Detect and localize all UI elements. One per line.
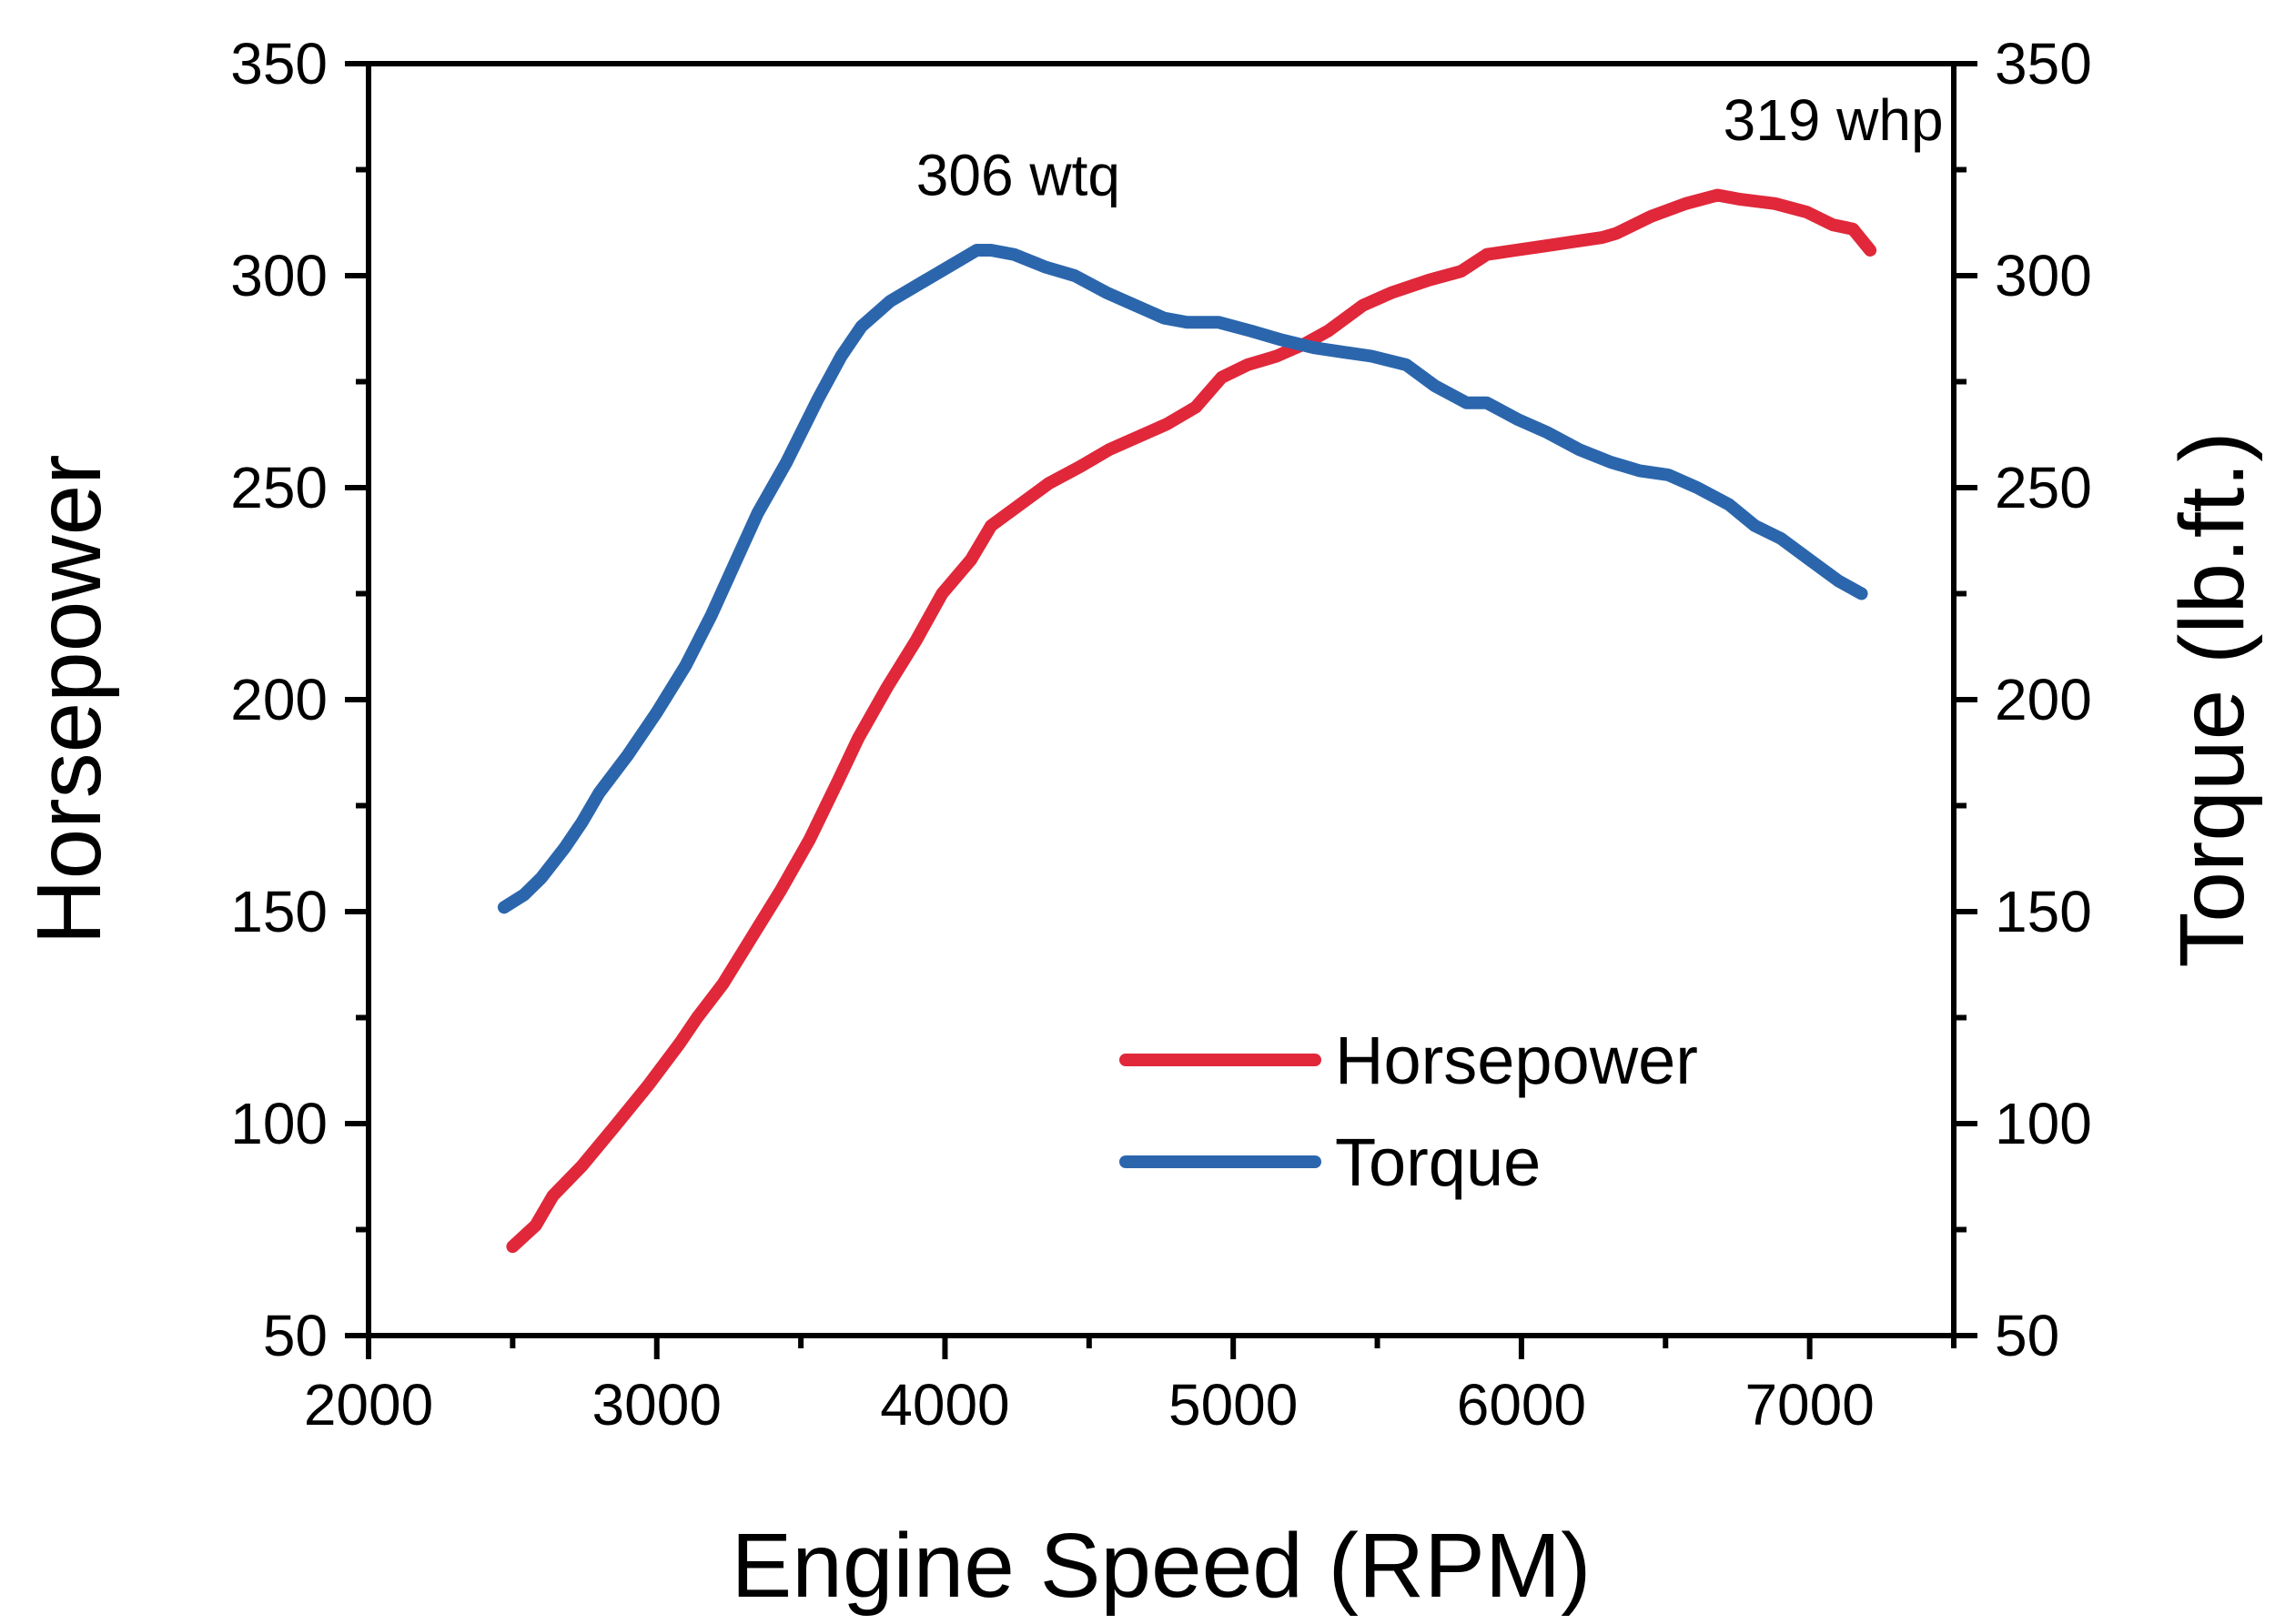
legend-label: Torque [1335, 1125, 1541, 1200]
left-y-tick-label: 100 [230, 1091, 328, 1156]
annotations: 306 wtq 319 whp [916, 87, 1944, 208]
left-y-tick-label: 350 [230, 31, 328, 96]
right-y-tick-label: 300 [1995, 243, 2092, 308]
left-y-axis-ticks: 50 100 150 200 250 300 350 [230, 31, 369, 1368]
right-y-tick-label: 50 [1995, 1303, 2059, 1368]
right-y-tick-label: 350 [1995, 31, 2092, 96]
annotation-label: 319 whp [1724, 87, 1944, 153]
right-y-tick-label: 100 [1995, 1091, 2092, 1156]
x-tick-label: 4000 [880, 1372, 1009, 1437]
x-axis-title: Engine Speed (RPM) [732, 1515, 1592, 1617]
left-y-axis-title: Horsepower [18, 454, 120, 944]
right-y-tick-label: 150 [1995, 879, 2092, 944]
plot-frame [366, 61, 1956, 1338]
x-tick-label: 2000 [304, 1372, 433, 1437]
right-y-tick-label: 200 [1995, 667, 2092, 732]
right-y-tick-label: 250 [1995, 455, 2092, 520]
x-axis-ticks: 2000 3000 4000 5000 6000 7000 [304, 1336, 1956, 1437]
right-y-axis-title: Torque (lb.ft.) [2161, 431, 2263, 967]
x-tick-label: 6000 [1457, 1372, 1586, 1437]
x-tick-label: 5000 [1168, 1372, 1298, 1437]
left-y-tick-label: 200 [230, 667, 328, 732]
torque-series-line [497, 244, 1868, 914]
right-y-axis-ticks: 50 100 150 200 250 300 350 [1954, 31, 2092, 1368]
left-y-tick-label: 150 [230, 879, 328, 944]
legend-label: Horsepower [1335, 1023, 1698, 1098]
left-y-tick-label: 250 [230, 455, 328, 520]
legend: Horsepower Torque [1119, 1023, 1698, 1200]
left-y-tick-label: 300 [230, 243, 328, 308]
left-y-tick-label: 50 [263, 1303, 328, 1368]
annotation-label: 306 wtq [916, 142, 1120, 207]
horsepower-series-line [506, 188, 1877, 1254]
x-tick-label: 3000 [592, 1372, 722, 1437]
series-layer [497, 188, 1877, 1254]
x-tick-label: 7000 [1744, 1372, 1874, 1437]
